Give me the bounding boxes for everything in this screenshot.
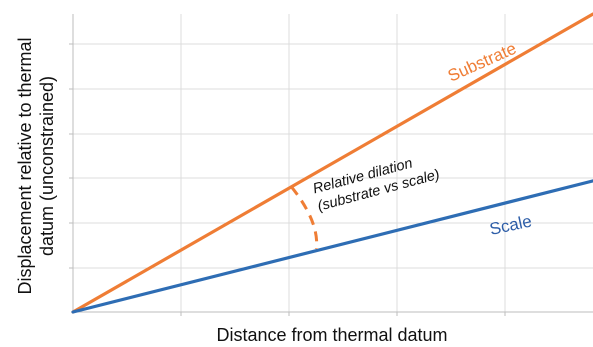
relative-dilation-arc — [290, 185, 319, 250]
series-line-scale — [71, 179, 593, 314]
annotation — [290, 185, 319, 250]
annotation-label: Relative dilation (substrate vs scale) — [311, 155, 441, 214]
series-lines — [71, 12, 593, 314]
series-line-substrate — [71, 12, 593, 314]
x-axis-label: Distance from thermal datum — [216, 325, 447, 345]
grid-lines — [73, 14, 593, 312]
y-axis-label-line-2: datum (unconstrained) — [37, 76, 57, 256]
y-axis-label: Displacement relative to thermal datum (… — [15, 37, 57, 294]
series-label-scale: Scale — [488, 211, 534, 238]
axes — [69, 14, 593, 316]
y-axis-label-line-1: Displacement relative to thermal — [15, 37, 35, 294]
